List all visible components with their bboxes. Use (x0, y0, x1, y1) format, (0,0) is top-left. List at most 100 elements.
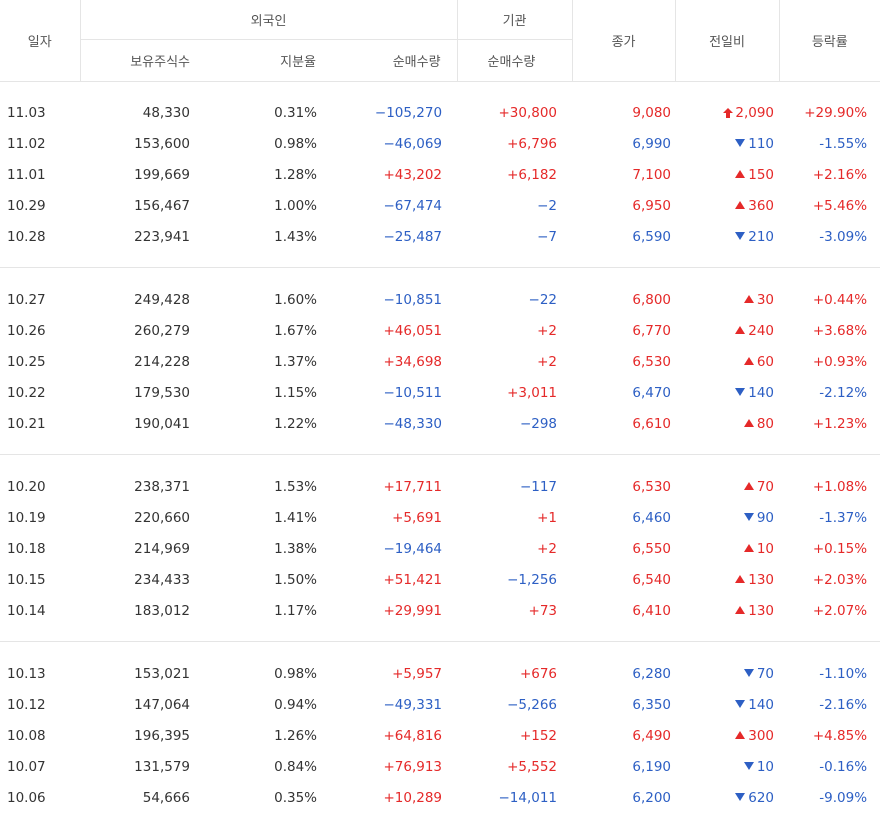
triangle-down-icon (735, 792, 746, 801)
cell-net-institution: −1,256 (507, 571, 558, 588)
cell-holdings: 153,021 (134, 665, 190, 682)
change-value: 130 (748, 571, 775, 588)
cell-date: 10.14 (7, 602, 46, 619)
cell-share-ratio: 0.84% (274, 758, 317, 775)
cell-rate: -9.09% (819, 789, 868, 806)
cell-rate: +2.03% (812, 571, 868, 588)
change-value: 140 (748, 696, 775, 713)
cell-rate: +0.44% (812, 291, 868, 308)
cell-share-ratio: 0.98% (274, 665, 317, 682)
cell-net-foreign: −105,270 (374, 104, 443, 121)
change-value: 150 (748, 166, 775, 183)
cell-net-foreign: +29,991 (383, 602, 443, 619)
change-value: 360 (748, 197, 775, 214)
cell-rate: +4.85% (812, 727, 868, 744)
cell-date: 10.27 (7, 291, 46, 308)
cell-close: 6,350 (632, 696, 672, 713)
cell-holdings: 147,064 (134, 696, 190, 713)
cell-rate: +2.16% (812, 166, 868, 183)
cell-date: 10.25 (7, 353, 46, 370)
cell-net-institution: −2 (537, 197, 558, 214)
cell-share-ratio: 1.50% (274, 571, 317, 588)
triangle-up-icon (743, 418, 754, 427)
cell-rate: +5.46% (812, 197, 868, 214)
cell-close: 7,100 (632, 166, 672, 183)
table-row: 10.29 156,467 1.00% −67,474 −2 6,950 360 +5.46% (0, 190, 880, 221)
cell-change: 140 (675, 377, 779, 408)
cell-share-ratio: 1.37% (274, 353, 317, 370)
cell-change: 30 (675, 284, 779, 315)
change-value: 300 (748, 727, 775, 744)
triangle-down-icon (735, 699, 746, 708)
cell-close: 6,550 (632, 540, 672, 557)
cell-share-ratio: 1.41% (274, 509, 317, 526)
cell-rate: +1.23% (812, 415, 868, 432)
table-row: 10.19 220,660 1.41% +5,691 +1 6,460 90 -1.37% (0, 502, 880, 533)
change-value: 70 (756, 478, 775, 495)
change-value: 2,090 (735, 104, 775, 121)
cell-date: 10.06 (7, 789, 46, 806)
cell-change: 620 (675, 782, 779, 813)
triangle-up-icon (735, 325, 746, 334)
cell-close: 6,280 (632, 665, 672, 682)
table-row: 10.21 190,041 1.22% −48,330 −298 6,610 80 +1.23… (0, 408, 880, 439)
cell-holdings: 214,228 (134, 353, 190, 370)
cell-rate: -1.37% (819, 509, 868, 526)
change-value: 10 (756, 540, 775, 557)
table-row: 10.22 179,530 1.15% −10,511 +3,011 6,470 140 -2… (0, 377, 880, 408)
cell-rate: -1.10% (819, 665, 868, 682)
cell-change: 2,090 (675, 97, 779, 128)
cell-share-ratio: 1.67% (274, 322, 317, 339)
triangle-up-icon (743, 543, 754, 552)
group-divider (0, 641, 880, 643)
cell-date: 10.15 (7, 571, 46, 588)
cell-date: 11.02 (7, 135, 46, 152)
table-body: 11.03 48,330 0.31% −105,270 +30,800 9,080 2,09… (0, 82, 880, 814)
cell-close: 6,460 (632, 509, 672, 526)
cell-holdings: 153,600 (134, 135, 190, 152)
cell-close: 6,490 (632, 727, 672, 744)
cell-rate: -2.12% (819, 384, 868, 401)
cell-share-ratio: 1.38% (274, 540, 317, 557)
table-row: 10.20 238,371 1.53% +17,711 −117 6,530 70 +1.08… (0, 471, 880, 502)
cell-share-ratio: 1.26% (274, 727, 317, 744)
cell-holdings: 48,330 (142, 104, 190, 121)
table-row: 10.06 54,666 0.35% +10,289 −14,011 6,200 620 -9… (0, 782, 880, 813)
cell-net-foreign: −67,474 (383, 197, 443, 214)
cell-net-institution: +152 (519, 727, 558, 744)
triangle-up-icon (735, 605, 746, 614)
triangle-down-icon (743, 668, 754, 677)
header-date: 일자 (0, 0, 81, 82)
cell-net-institution: +3,011 (507, 384, 558, 401)
header-rate: 등락률 (779, 0, 880, 82)
cell-net-institution: −5,266 (507, 696, 558, 713)
cell-net-institution: +73 (528, 602, 558, 619)
change-value: 140 (748, 384, 775, 401)
cell-share-ratio: 1.00% (274, 197, 317, 214)
triangle-up-icon (735, 200, 746, 209)
cell-net-institution: +6,182 (507, 166, 558, 183)
cell-share-ratio: 1.22% (274, 415, 317, 432)
cell-holdings: 220,660 (134, 509, 190, 526)
cell-change: 150 (675, 159, 779, 190)
cell-share-ratio: 0.31% (274, 104, 317, 121)
triangle-down-icon (743, 761, 754, 770)
triangle-up-icon (735, 574, 746, 583)
table-row: 10.18 214,969 1.38% −19,464 +2 6,550 10 +0.15% (0, 533, 880, 564)
cell-rate: +1.08% (812, 478, 868, 495)
cell-close: 9,080 (632, 104, 672, 121)
cell-rate: -1.55% (819, 135, 868, 152)
cell-holdings: 249,428 (134, 291, 190, 308)
header-holdings: 보유주식수 (80, 39, 207, 82)
cell-change: 360 (675, 190, 779, 221)
triangle-up-icon (735, 730, 746, 739)
triangle-down-icon (735, 138, 746, 147)
cell-net-foreign: +43,202 (383, 166, 443, 183)
cell-rate: +2.07% (812, 602, 868, 619)
triangle-down-icon (735, 231, 746, 240)
cell-date: 10.22 (7, 384, 46, 401)
cell-holdings: 196,395 (134, 727, 190, 744)
cell-rate: -3.09% (819, 228, 868, 245)
change-value: 110 (748, 135, 775, 152)
